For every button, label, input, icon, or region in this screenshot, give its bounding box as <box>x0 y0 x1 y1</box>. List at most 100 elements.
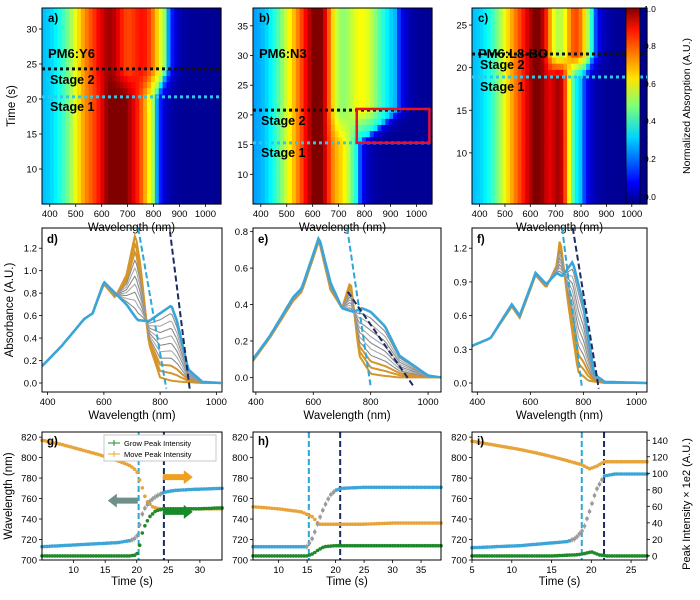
heatmap-cell <box>540 186 544 193</box>
heatmap-cell <box>257 63 261 70</box>
heatmap-cell <box>89 26 93 33</box>
heatmap-cell <box>594 131 598 138</box>
heatmap-cell <box>272 82 276 89</box>
heatmap-cell <box>178 155 182 162</box>
spectrum-curve <box>42 252 221 383</box>
heatmap-cell <box>397 57 401 64</box>
heatmap-cell <box>311 173 315 180</box>
heatmap-cell <box>143 173 147 180</box>
heatmap-cell <box>620 57 624 64</box>
heatmap-cell <box>370 14 374 21</box>
data-point <box>146 519 150 523</box>
heatmap-cell <box>378 20 382 27</box>
heatmap-cell <box>253 26 257 33</box>
heatmap-cell <box>374 33 378 40</box>
heatmap-cell <box>288 20 292 27</box>
heatmap-cell <box>73 161 77 168</box>
heatmap-cell <box>506 106 510 113</box>
heatmap-cell <box>265 39 269 46</box>
heatmap-cell <box>540 20 544 27</box>
heatmap-cell <box>413 63 417 70</box>
heatmap-cell <box>620 173 624 180</box>
heatmap-cell <box>472 167 476 174</box>
heatmap-cell <box>393 51 397 58</box>
heatmap-cell <box>594 63 598 70</box>
heatmap-cell <box>307 155 311 162</box>
heatmap-cell <box>556 186 560 193</box>
heatmap-cell <box>323 75 327 82</box>
heatmap-cell <box>613 149 617 156</box>
heatmap-cell <box>502 124 506 131</box>
heatmap-cell <box>54 33 58 40</box>
heatmap-cell <box>362 186 366 193</box>
heatmap-cell <box>548 69 552 76</box>
heatmap-cell <box>96 51 100 58</box>
heatmap-cell <box>378 186 382 193</box>
heatmap-cell <box>397 88 401 95</box>
heatmap-cell <box>311 180 315 187</box>
heatmap-cell <box>506 100 510 107</box>
heatmap-cell <box>300 8 304 15</box>
heatmap-cell <box>487 161 491 168</box>
heatmap-cell <box>571 14 575 21</box>
heatmap-cell <box>567 94 571 101</box>
heatmap-cell <box>96 14 100 21</box>
heatmap-cell <box>143 20 147 27</box>
heatmap-cell <box>575 186 579 193</box>
heatmap-cell <box>556 82 560 89</box>
heatmap-cell <box>116 75 120 82</box>
heatmap-cell <box>413 167 417 174</box>
heatmap-cell <box>598 100 602 107</box>
heatmap-cell <box>370 180 374 187</box>
heatmap-cell <box>374 94 378 101</box>
heatmap-cell <box>159 8 163 15</box>
heatmap-cell <box>483 186 487 193</box>
heatmap-cell <box>143 124 147 131</box>
heatmap-cell <box>288 180 292 187</box>
heatmap-cell <box>186 8 190 15</box>
heatmap-cell <box>575 94 579 101</box>
heatmap-cell <box>100 20 104 27</box>
heatmap-cell <box>128 137 132 144</box>
heatmap-cell <box>594 57 598 64</box>
heatmap-cell <box>155 173 159 180</box>
heatmap-cell <box>350 57 354 64</box>
heatmap-cell <box>354 155 358 162</box>
heatmap-cell <box>544 155 548 162</box>
heatmap-cell <box>525 82 529 89</box>
heatmap-cell <box>339 57 343 64</box>
x-tick-label: 800 <box>152 397 168 408</box>
heatmap-cell <box>198 14 202 21</box>
heatmap-cell <box>42 100 46 107</box>
heatmap-cell <box>132 137 136 144</box>
heatmap-cell <box>159 39 163 46</box>
heatmap-cell <box>202 20 206 27</box>
heatmap-cell <box>300 100 304 107</box>
heatmap-cell <box>495 106 499 113</box>
heatmap-cell <box>518 161 522 168</box>
heatmap-cell <box>42 155 46 162</box>
heatmap-cell <box>276 39 280 46</box>
heatmap-cell <box>319 180 323 187</box>
heatmap-cell <box>159 26 163 33</box>
heatmap-cell <box>319 167 323 174</box>
heatmap-cell <box>571 173 575 180</box>
heatmap-cell <box>480 180 484 187</box>
heatmap-cell <box>182 137 186 144</box>
heatmap-cell <box>537 88 541 95</box>
heatmap-cell <box>358 8 362 15</box>
heatmap-cell <box>81 39 85 46</box>
heatmap-cell <box>366 100 370 107</box>
heatmap-cell <box>556 137 560 144</box>
heatmap-cell <box>601 106 605 113</box>
heatmap-cell <box>413 20 417 27</box>
y-tick-label: 10 <box>456 148 467 159</box>
heatmap-cell <box>525 180 529 187</box>
heatmap-cell <box>510 14 514 21</box>
heatmap-cell <box>147 26 151 33</box>
heatmap-cell <box>537 173 541 180</box>
data-point <box>310 515 314 519</box>
heatmap-cell <box>487 186 491 193</box>
heatmap-cell <box>186 57 190 64</box>
heatmap-cell <box>213 137 217 144</box>
